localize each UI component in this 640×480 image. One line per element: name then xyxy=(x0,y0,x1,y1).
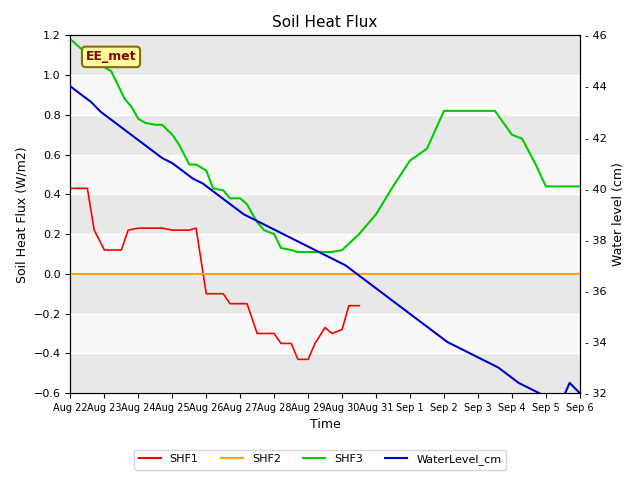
Bar xyxy=(70,194,580,234)
Y-axis label: Water level (cm): Water level (cm) xyxy=(612,162,625,266)
Bar xyxy=(70,115,580,155)
Bar xyxy=(70,353,580,393)
Bar xyxy=(70,75,580,115)
Bar xyxy=(70,274,580,313)
Bar xyxy=(70,155,580,194)
Bar xyxy=(70,36,580,75)
Bar xyxy=(70,234,580,274)
X-axis label: Time: Time xyxy=(310,419,340,432)
Y-axis label: Soil Heat Flux (W/m2): Soil Heat Flux (W/m2) xyxy=(15,146,28,283)
Text: EE_met: EE_met xyxy=(86,50,136,63)
Legend: SHF1, SHF2, SHF3, WaterLevel_cm: SHF1, SHF2, SHF3, WaterLevel_cm xyxy=(134,450,506,469)
Bar xyxy=(70,313,580,353)
Title: Soil Heat Flux: Soil Heat Flux xyxy=(273,15,378,30)
